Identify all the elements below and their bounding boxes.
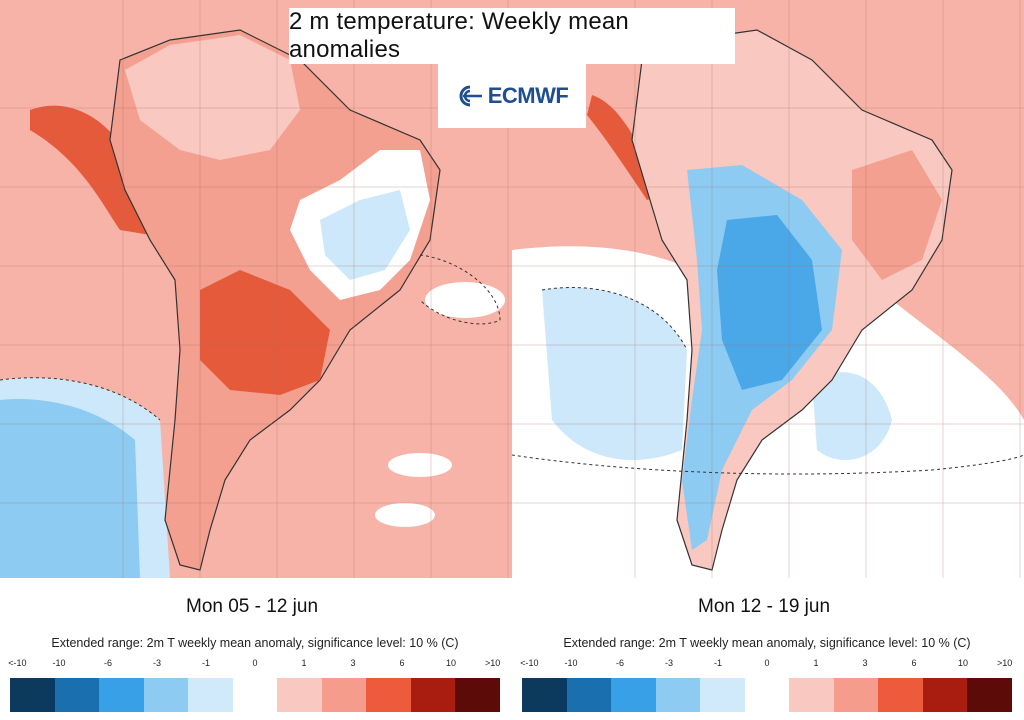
legend-color-swatch: [54, 678, 100, 712]
logo-text: ECMWF: [487, 83, 569, 108]
significance-contour: [512, 454, 1024, 475]
legend-caption: Extended range: 2m T weekly mean anomaly…: [51, 636, 459, 650]
legend-color-swatch: [700, 678, 745, 712]
legend-tick-label: <-10: [520, 658, 539, 668]
legend-tick-label: 0: [764, 658, 770, 668]
period-label-week1: Mon 05 - 12 jun: [186, 596, 319, 617]
lat-lon-grid: [512, 0, 1024, 578]
legend-tick-label: -10: [564, 658, 578, 668]
legend-tick-label: 6: [399, 658, 405, 668]
ecmwf-logo: ECMWF: [438, 64, 586, 128]
legend-color-swatch: [611, 678, 656, 712]
cold-anomaly-area: [0, 399, 140, 578]
neutral-area: [425, 282, 505, 318]
strong-cold-anomaly: [717, 215, 822, 390]
legend-color-bar: [522, 678, 1013, 712]
map-panel-week1: [0, 0, 512, 578]
legend-tick-label: -3: [664, 658, 674, 668]
legend-color-swatch: [277, 678, 322, 712]
page-title: 2 m temperature: Weekly mean anomalies: [289, 8, 629, 63]
legend-color-swatch: [99, 678, 144, 712]
legend-tick-label: -6: [103, 658, 113, 668]
title-box: 2 m temperature: Weekly mean anomalies: [289, 8, 735, 64]
legend-tick-label: 3: [350, 658, 356, 668]
legend-color-bar: [10, 678, 501, 712]
legend-color-swatch: [566, 678, 612, 712]
strong-warm-anomaly: [30, 105, 150, 235]
ecmwf-logo-icon: [459, 85, 482, 107]
legend-color-swatch: [967, 678, 1013, 712]
legend-color-swatch: [188, 678, 233, 712]
legend-tick-label: -3: [152, 658, 162, 668]
legend-tick-label: >10: [997, 658, 1013, 668]
legend-tick-label: -1: [201, 658, 211, 668]
legend-tick-label: >10: [485, 658, 501, 668]
cold-anomaly-area: [542, 287, 687, 460]
legend-tick-label: -10: [52, 658, 66, 668]
legend-color-swatch: [366, 678, 411, 712]
significance-contour: [0, 377, 161, 421]
legend-color-swatch: [232, 678, 278, 712]
anomaly-map-week2: [512, 0, 1024, 578]
period-label-week2: Mon 12 - 19 jun: [698, 596, 831, 617]
legend-tick-label: -1: [713, 658, 723, 668]
legend-color-swatch: [455, 678, 501, 712]
legend-color-swatch: [10, 678, 55, 712]
neutral-area: [388, 453, 452, 477]
legend-color-swatch: [655, 678, 701, 712]
legend-color-swatch: [522, 678, 567, 712]
significance-contour: [541, 287, 688, 351]
legend-tick-label: 1: [813, 658, 819, 668]
legend-week1: Extended range: 2m T weekly mean anomaly…: [8, 636, 501, 712]
legend-ticks: <-10 -10 -6 -3 -1 0 1 3 6 10 >10: [8, 658, 501, 674]
anomaly-map-week1: [0, 0, 512, 578]
legend-color-swatch: [833, 678, 879, 712]
legend-color-swatch: [410, 678, 456, 712]
legend-tick-label: 3: [862, 658, 868, 668]
significance-contour: [419, 254, 501, 325]
map-panel-week2: [512, 0, 1024, 578]
legend-color-swatch: [878, 678, 923, 712]
legend-tick-label: 1: [301, 658, 307, 668]
legend-ticks: <-10 -10 -6 -3 -1 0 1 3 6 10 >10: [520, 658, 1013, 674]
legend-color-swatch: [321, 678, 367, 712]
legend-tick-label: 10: [957, 658, 969, 668]
legend-tick-label: 6: [911, 658, 917, 668]
legend-tick-label: <-10: [8, 658, 27, 668]
legend-week2: Extended range: 2m T weekly mean anomaly…: [520, 636, 1013, 712]
legend-color-swatch: [143, 678, 189, 712]
legend-caption: Extended range: 2m T weekly mean anomaly…: [563, 636, 971, 650]
cold-anomaly-area: [812, 372, 892, 460]
cold-anomaly-area: [320, 190, 410, 280]
legend-tick-label: -6: [615, 658, 625, 668]
neutral-area: [375, 503, 435, 527]
legend-tick-label: 10: [445, 658, 457, 668]
legend-color-swatch: [744, 678, 790, 712]
weak-warm-anomaly: [125, 35, 300, 160]
strong-warm-anomaly: [200, 270, 330, 395]
warm-anomaly-area: [852, 150, 942, 280]
legend-color-swatch: [922, 678, 968, 712]
legend-color-swatch: [789, 678, 834, 712]
legend-tick-label: 0: [252, 658, 258, 668]
